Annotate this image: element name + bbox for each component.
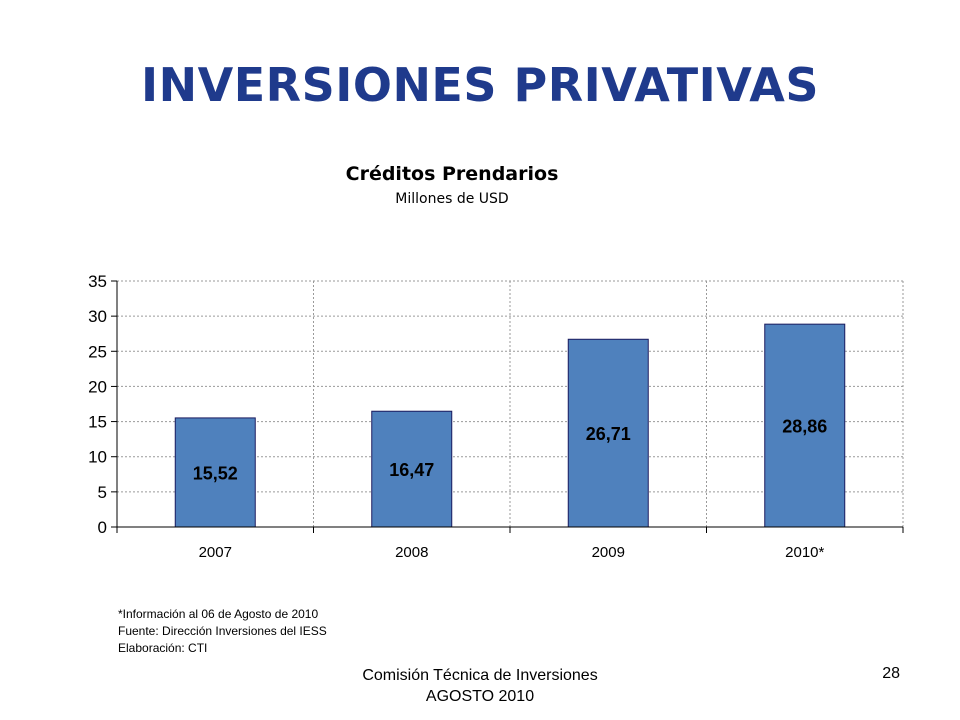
y-tick-label: 5 [98,483,107,502]
page-number: 28 [882,665,900,682]
data-label: 26,71 [586,424,631,444]
note-prepared-by: Elaboración: CTI [118,641,208,655]
y-tick-label: 20 [88,377,107,396]
data-label: 16,47 [389,460,434,480]
note-source: Fuente: Dirección Inversiones del IESS [118,624,327,638]
y-tick-label: 0 [98,518,107,537]
chart-subtitle: Millones de USD [395,191,509,207]
bars [174,323,846,528]
y-tick-label: 10 [88,448,107,467]
x-tick-label: 2007 [199,544,232,561]
bar-2010 [764,323,846,528]
bar-2007 [174,417,256,528]
footer-organization: Comisión Técnica de Inversiones [362,667,598,684]
x-tick-label: 2010* [785,544,824,561]
chart-title: Créditos Prendarios [345,163,559,185]
x-tick-label: 2008 [395,544,428,561]
gridlines [117,280,904,527]
slide-title: INVERSIONES PRIVATIVAS [141,58,819,112]
y-tick-label: 35 [88,272,107,291]
data-label: 15,52 [193,463,238,483]
slide-footer: Comisión Técnica de Inversiones AGOSTO 2… [300,665,660,707]
y-tick-label: 30 [88,307,107,326]
y-tick-label: 15 [88,413,107,432]
labels: 0 5 10 15 20 25 30 35 15,52 2007 16,47 2008 26,71 200… [88,272,827,561]
chart-notes: *Información al 06 de Agosto de 2010 Fue… [118,606,327,657]
footer-date: AGOSTO 2010 [425,688,535,705]
note-info-date: *Información al 06 de Agosto de 2010 [118,607,319,621]
axes [111,280,904,533]
bar-2009 [567,338,649,528]
bar-2008 [371,410,453,528]
y-tick-label: 25 [88,342,107,361]
data-label: 28,86 [782,417,827,437]
x-tick-label: 2009 [592,544,625,561]
